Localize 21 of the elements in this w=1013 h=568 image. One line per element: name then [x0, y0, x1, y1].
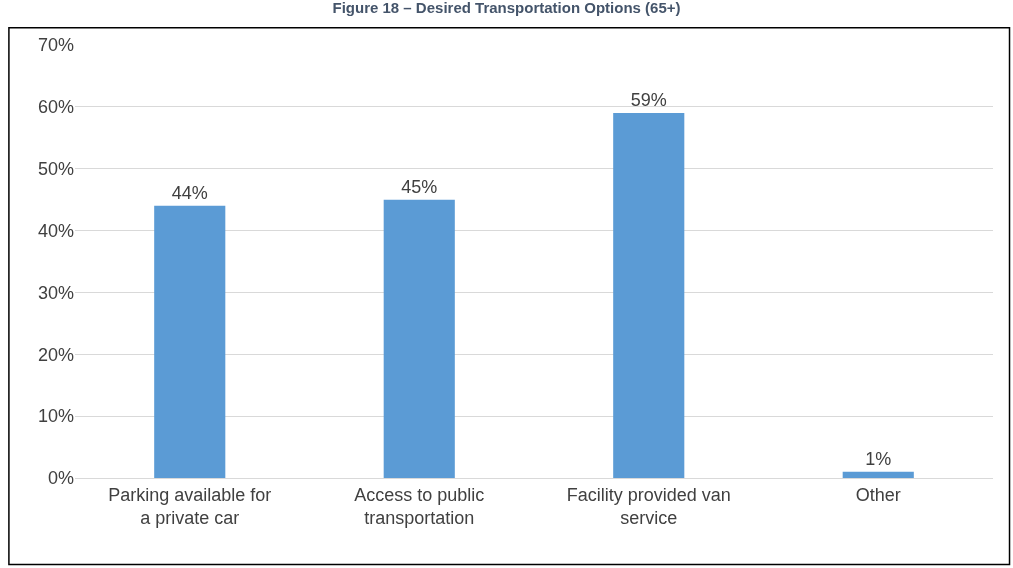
x-tick-label: Other	[855, 484, 901, 505]
y-tick-label: 30%	[37, 282, 74, 303]
y-tick-label: 10%	[37, 406, 74, 427]
data-label: 1%	[865, 448, 892, 469]
y-tick-label: 40%	[37, 220, 74, 241]
y-tick-label: 70%	[37, 35, 74, 56]
y-tick-label: 50%	[37, 159, 74, 180]
bar	[154, 205, 226, 478]
x-tick-label: Access to public transportation	[354, 484, 485, 528]
data-label: 59%	[630, 90, 667, 111]
chart-title: Figure 18 – Desired Transportation Options (65+)	[332, 0, 681, 17]
y-tick-label: 20%	[37, 344, 74, 365]
bar	[842, 471, 914, 478]
y-tick-label: 60%	[37, 97, 74, 118]
bar	[613, 113, 685, 478]
y-tick-label: 0%	[47, 468, 74, 489]
x-tick-label: Facility provided van service	[566, 484, 731, 528]
x-tick-label: Parking available for a private car	[108, 484, 272, 528]
data-label: 44%	[171, 182, 208, 203]
bar	[383, 199, 455, 478]
data-label: 45%	[401, 176, 438, 197]
